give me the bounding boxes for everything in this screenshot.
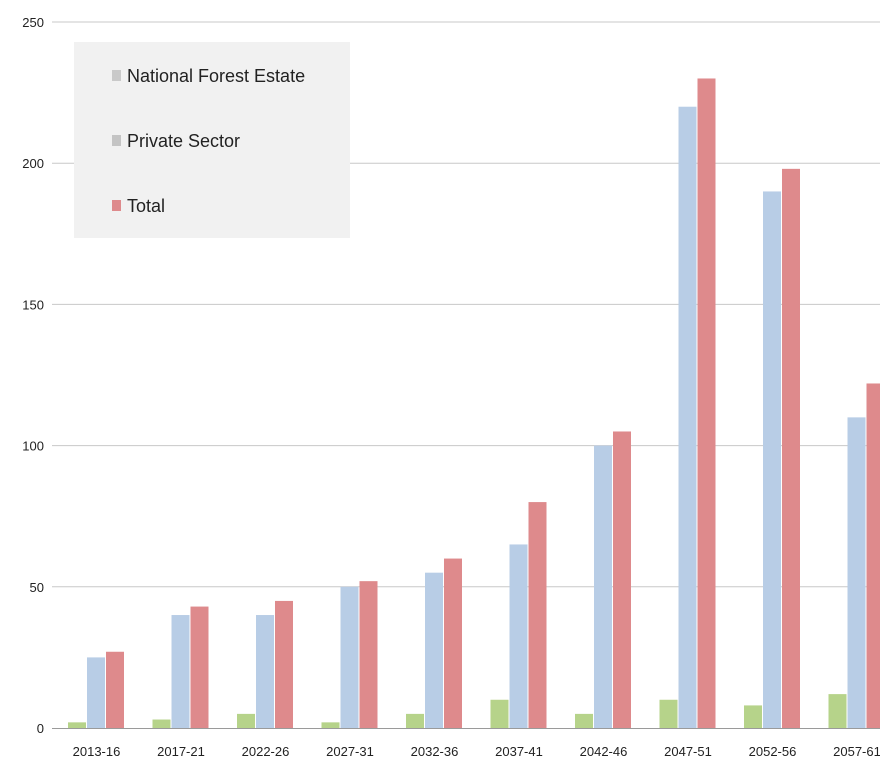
bar-total-2037-41: [529, 502, 547, 728]
bar-private-sector-2037-41: [510, 544, 528, 728]
x-tick-label-2047-51: 2047-51: [664, 744, 712, 758]
x-tick-labels: 2013-16 2017-21 2022-26 2027-31 2032-36 2037-…: [73, 744, 880, 758]
bar-private-sector-2057-61: [848, 417, 866, 728]
bar-national-forest-estate-2042-46: [575, 714, 593, 728]
bar-private-sector-2042-46: [594, 446, 612, 728]
legend-label-national-forest-estate: National Forest Estate: [127, 66, 305, 86]
y-tick-label-150: 150: [22, 297, 44, 312]
x-tick-label-2042-46: 2042-46: [580, 744, 628, 758]
bar-total-2017-21: [191, 607, 209, 728]
bar-national-forest-estate-2017-21: [153, 720, 171, 728]
y-tick-label-0: 0: [37, 721, 44, 736]
bar-national-forest-estate-2022-26: [237, 714, 255, 728]
bar-total-2047-51: [698, 78, 716, 728]
x-tick-label-2013-16: 2013-16: [73, 744, 121, 758]
bar-total-2032-36: [444, 559, 462, 728]
bar-private-sector-2052-56: [763, 191, 781, 728]
legend-label-total: Total: [127, 196, 165, 216]
x-tick-label-2022-26: 2022-26: [242, 744, 290, 758]
legend-swatch-private-sector: [112, 135, 121, 146]
x-tick-label-2032-36: 2032-36: [411, 744, 459, 758]
x-tick-label-2017-21: 2017-21: [157, 744, 205, 758]
bar-private-sector-2027-31: [341, 587, 359, 728]
bar-private-sector-2047-51: [679, 107, 697, 728]
bar-private-sector-2013-16: [87, 657, 105, 728]
bar-total-2042-46: [613, 431, 631, 728]
y-tick-label-50: 50: [30, 580, 44, 595]
y-tick-label-250: 250: [22, 15, 44, 30]
bar-national-forest-estate-2057-61: [829, 694, 847, 728]
x-tick-label-2057-61: 2057-61: [833, 744, 880, 758]
legend: National Forest Estate Private Sector To…: [74, 42, 350, 238]
bar-total-2022-26: [275, 601, 293, 728]
bar-national-forest-estate-2013-16: [68, 722, 86, 728]
bar-national-forest-estate-2032-36: [406, 714, 424, 728]
y-tick-label-100: 100: [22, 439, 44, 454]
x-tick-label-2052-56: 2052-56: [749, 744, 797, 758]
bar-total-2052-56: [782, 169, 800, 728]
bar-total-2027-31: [360, 581, 378, 728]
bar-private-sector-2022-26: [256, 615, 274, 728]
bar-national-forest-estate-2037-41: [491, 700, 509, 728]
legend-item-private-sector: Private Sector: [112, 131, 240, 151]
bar-national-forest-estate-2027-31: [322, 722, 340, 728]
bar-national-forest-estate-2052-56: [744, 705, 762, 728]
bar-national-forest-estate-2047-51: [660, 700, 678, 728]
bar-private-sector-2032-36: [425, 573, 443, 728]
x-tick-label-2037-41: 2037-41: [495, 744, 543, 758]
bar-total-2013-16: [106, 652, 124, 728]
legend-label-private-sector: Private Sector: [127, 131, 240, 151]
bar-total-2057-61: [867, 383, 880, 728]
legend-swatch-total: [112, 200, 121, 211]
legend-item-national-forest-estate: National Forest Estate: [112, 66, 305, 86]
legend-swatch-national-forest-estate: [112, 70, 121, 81]
bar-private-sector-2017-21: [172, 615, 190, 728]
y-tick-labels: 0 50 100 150 200 250: [22, 15, 44, 736]
x-tick-label-2027-31: 2027-31: [326, 744, 374, 758]
y-tick-label-200: 200: [22, 156, 44, 171]
